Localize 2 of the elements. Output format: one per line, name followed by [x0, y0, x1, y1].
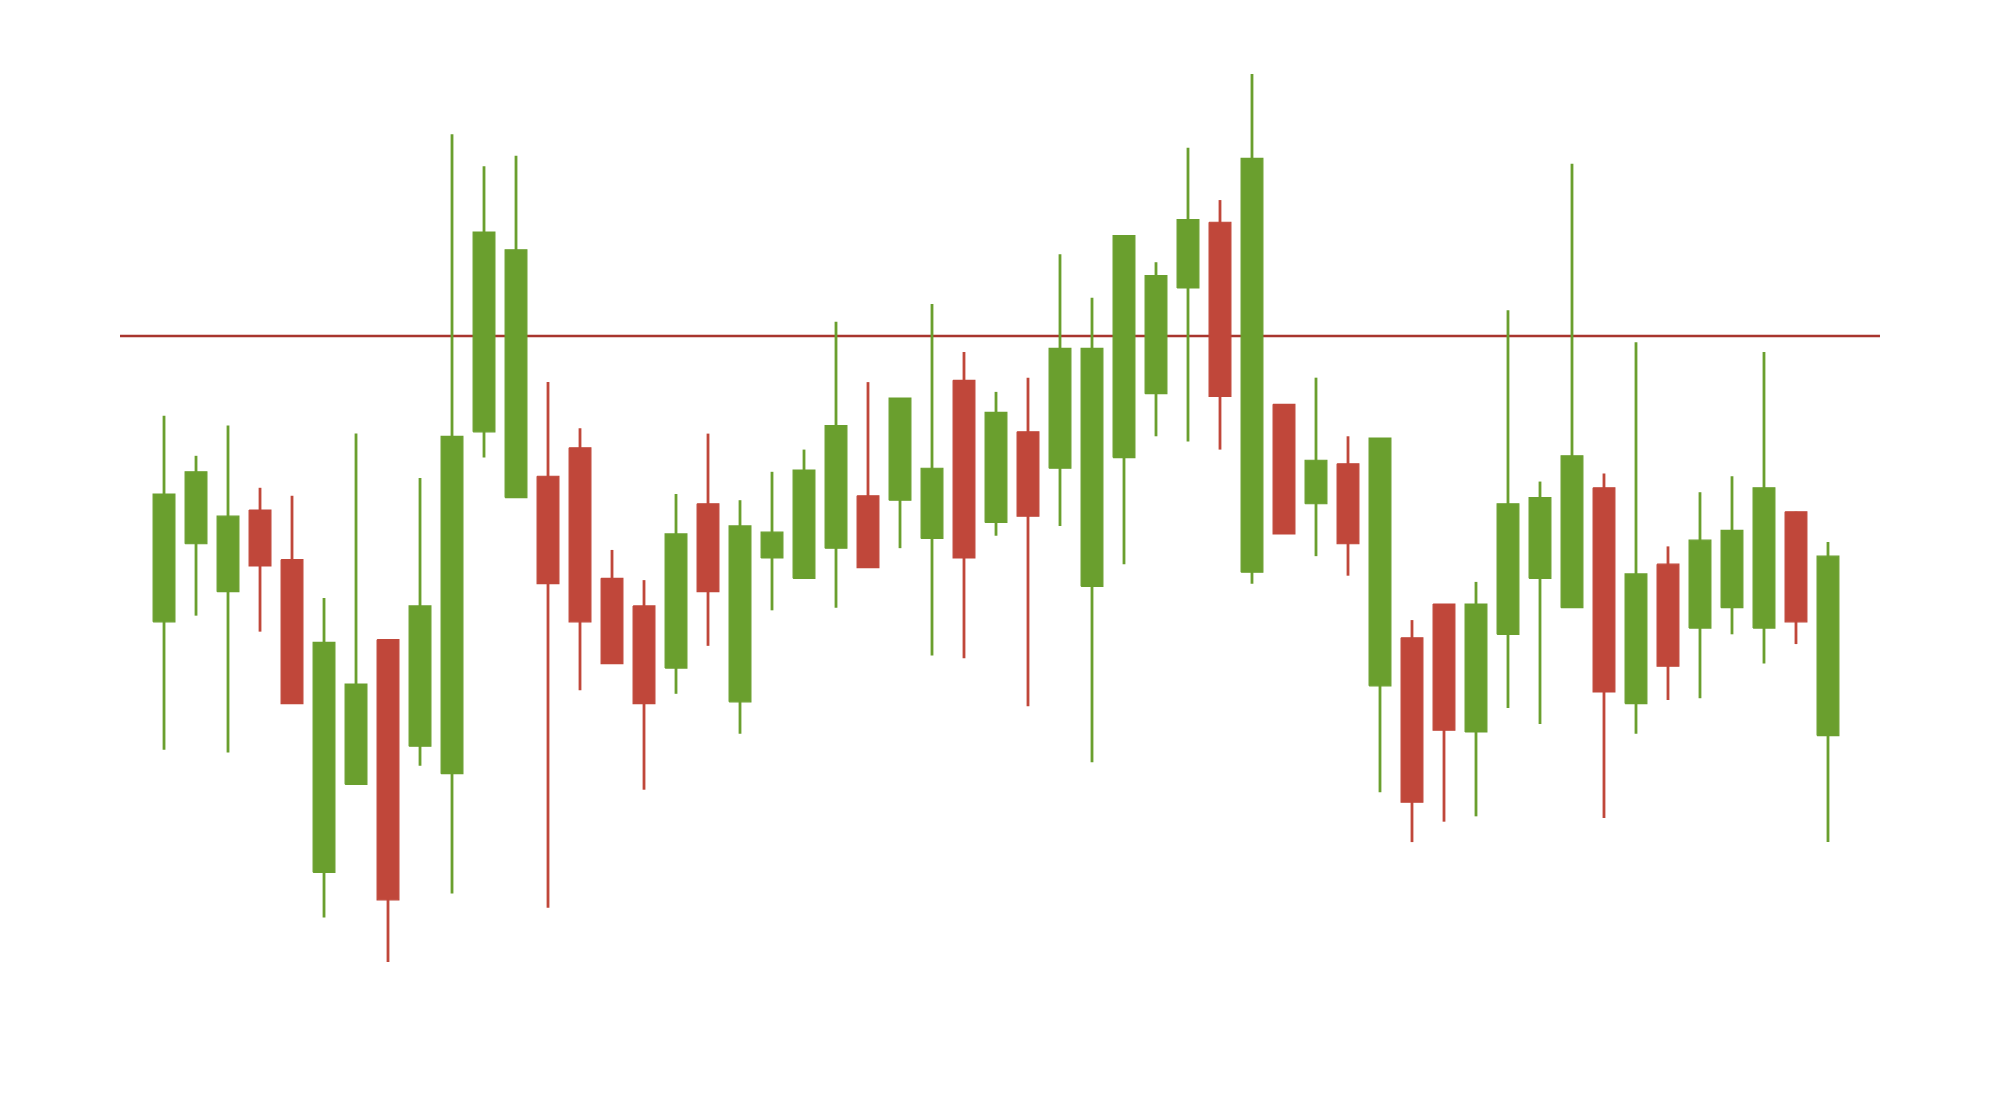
- candlestick: [1304, 376, 1328, 558]
- candlestick: [760, 470, 784, 612]
